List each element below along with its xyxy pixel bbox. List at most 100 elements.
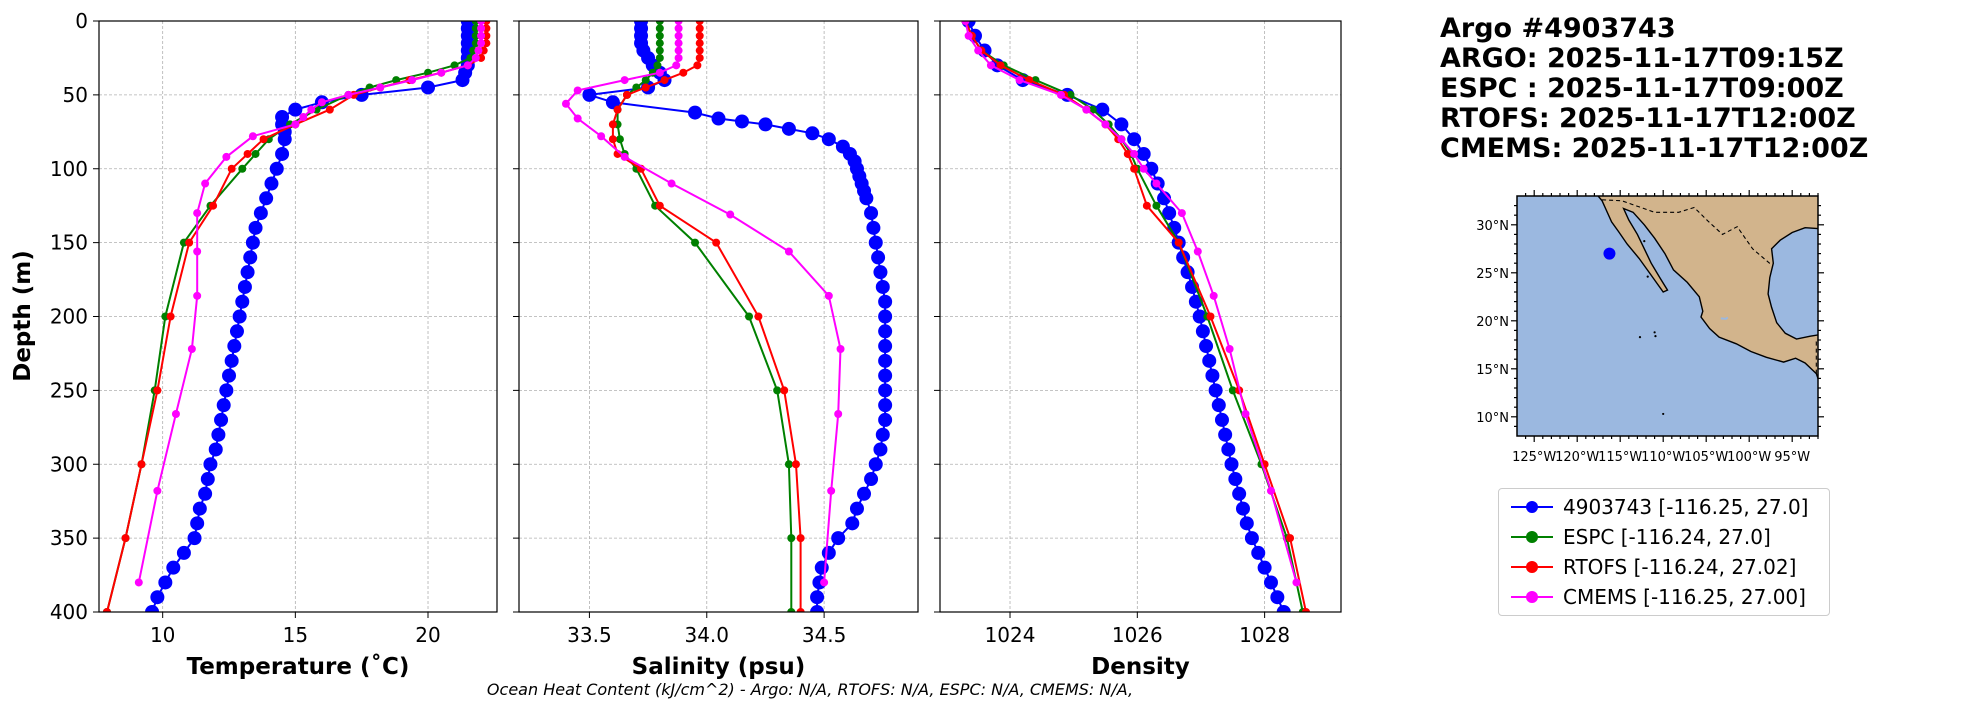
data-point-cmems	[291, 120, 300, 129]
map-lon-label: 115°W	[1598, 450, 1642, 465]
data-point-4903743	[1239, 516, 1254, 531]
data-point-cmems	[1117, 135, 1126, 144]
data-point-espc	[655, 21, 664, 25]
data-point-4903743	[245, 235, 260, 250]
data-point-rtofs	[185, 238, 194, 247]
x-tick-label: 20	[415, 623, 440, 647]
data-point-espc	[655, 46, 664, 55]
data-point-4903743	[821, 545, 836, 560]
data-point-rtofs	[1130, 164, 1139, 173]
island	[1638, 336, 1642, 339]
x-axis-label: Temperature (˚C)	[187, 653, 410, 680]
legend-label: ESPC [-116.24, 27.0]	[1563, 525, 1771, 549]
data-point-4903743	[711, 111, 726, 126]
data-point-cmems	[674, 31, 683, 40]
data-point-rtofs	[791, 460, 800, 469]
data-point-4903743	[849, 501, 864, 516]
data-point-4903743	[1224, 457, 1239, 472]
argo-time: ARGO: 2025-11-17T09:15Z	[1440, 43, 1844, 74]
data-point-4903743	[243, 250, 258, 265]
data-point-4903743	[1235, 501, 1250, 516]
data-point-4903743	[190, 516, 205, 531]
data-point-4903743	[208, 442, 223, 457]
data-point-espc	[787, 534, 796, 543]
data-point-cmems	[193, 247, 202, 256]
data-point-cmems	[827, 486, 836, 495]
data-point-espc	[238, 164, 247, 173]
data-point-4903743	[1251, 545, 1266, 560]
salinity-panel: 33.5 34.0 34.5 Salinity (psu)	[513, 20, 919, 680]
data-point-4903743	[288, 102, 303, 117]
data-point-4903743	[421, 80, 436, 95]
data-point-cmems	[1015, 76, 1024, 85]
data-point-cmems	[726, 210, 735, 219]
data-point-4903743	[1263, 575, 1278, 590]
y-tick-label: 350	[50, 526, 88, 550]
legend-item-argo: 4903743 [-116.25, 27.0]	[1509, 493, 1808, 521]
data-point-cmems	[964, 31, 973, 40]
data-point-rtofs	[641, 83, 650, 92]
data-point-cmems	[1082, 105, 1091, 114]
data-point-4903743	[248, 220, 263, 235]
data-point-espc	[784, 460, 793, 469]
data-point-4903743	[810, 590, 825, 605]
series-group	[561, 21, 893, 612]
data-point-4903743	[866, 220, 881, 235]
data-point-espc	[251, 149, 260, 158]
data-point-cmems	[573, 114, 582, 123]
data-point-4903743	[878, 294, 893, 309]
data-point-espc	[773, 386, 782, 395]
data-point-4903743	[878, 383, 893, 398]
lake	[1720, 316, 1729, 320]
data-point-cmems	[463, 61, 472, 70]
legend-marker	[1509, 523, 1555, 551]
data-point-4903743	[878, 368, 893, 383]
map-lon-label: 125°W	[1512, 450, 1556, 465]
y-tick-label: 150	[50, 231, 88, 255]
data-point-4903743	[253, 206, 268, 221]
data-point-4903743	[864, 206, 879, 221]
data-point-4903743	[781, 121, 796, 136]
y-axis-label: Depth (m)	[10, 250, 36, 382]
argo-float-title: Argo #4903743	[1440, 13, 1676, 44]
data-point-rtofs	[996, 61, 1005, 70]
data-point-4903743	[810, 605, 825, 612]
data-point-cmems	[986, 61, 995, 70]
data-point-4903743	[1228, 472, 1243, 487]
data-point-rtofs	[679, 68, 688, 77]
data-point-rtofs	[695, 39, 704, 48]
data-point-espc	[655, 53, 664, 62]
data-point-4903743	[1208, 383, 1223, 398]
legend-marker	[1509, 493, 1555, 521]
data-point-4903743	[187, 531, 202, 546]
data-point-cmems	[674, 21, 683, 25]
data-point-espc	[787, 608, 796, 612]
data-point-4903743	[734, 114, 749, 129]
data-point-4903743	[192, 501, 207, 516]
data-point-cmems	[561, 99, 570, 108]
map-lat-label: 20°N	[1476, 315, 1509, 330]
data-point-4903743	[200, 472, 215, 487]
data-point-cmems	[820, 578, 829, 587]
data-point-cmems	[655, 68, 664, 77]
data-point-4903743	[878, 412, 893, 427]
data-point-cmems	[674, 24, 683, 33]
map-lon-label: 120°W	[1555, 450, 1599, 465]
data-point-4903743	[814, 560, 829, 575]
series-group	[102, 21, 491, 612]
info-header: Argo #4903743 ARGO: 2025-11-17T09:15Z ES…	[1440, 14, 1868, 164]
ocean-heat-content-caption: Ocean Heat Content (kJ/cm^2) - Argo: N/A…	[486, 680, 1134, 699]
data-point-cmems	[307, 105, 316, 114]
data-point-4903743	[758, 117, 773, 132]
rtofs-time: RTOFS: 2025-11-17T12:00Z	[1440, 103, 1856, 134]
data-point-4903743	[1218, 427, 1233, 442]
series-group	[961, 21, 1310, 612]
data-point-cmems	[134, 578, 143, 587]
data-point-cmems	[1209, 291, 1218, 300]
temperature-panel: 0 50 100 150 200 250 300 350 400 10 15 20Temperatur…	[50, 9, 498, 680]
data-point-cmems	[471, 53, 480, 62]
data-point-4903743	[1095, 102, 1110, 117]
data-point-cmems	[674, 46, 683, 55]
legend-marker	[1509, 553, 1555, 581]
map-lat-label: 10°N	[1476, 411, 1509, 426]
